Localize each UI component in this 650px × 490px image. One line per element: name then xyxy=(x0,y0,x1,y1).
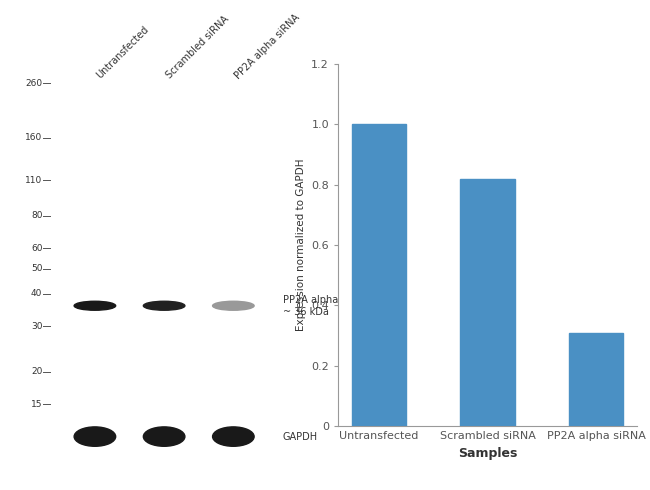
Text: 160: 160 xyxy=(25,133,42,143)
Y-axis label: Expression normalized to GAPDH: Expression normalized to GAPDH xyxy=(296,159,306,331)
Bar xyxy=(352,124,406,426)
Text: 50: 50 xyxy=(31,264,42,273)
Text: GAPDH: GAPDH xyxy=(283,432,318,441)
Text: 30: 30 xyxy=(31,322,42,331)
Ellipse shape xyxy=(74,301,116,310)
Ellipse shape xyxy=(144,301,185,310)
Ellipse shape xyxy=(213,427,254,446)
Text: 260: 260 xyxy=(25,79,42,88)
Text: Untransfected: Untransfected xyxy=(95,24,151,81)
Text: 80: 80 xyxy=(31,211,42,220)
Text: 40: 40 xyxy=(31,290,42,298)
Ellipse shape xyxy=(144,427,185,446)
Text: 110: 110 xyxy=(25,175,42,185)
Text: Scrambled siRNA: Scrambled siRNA xyxy=(164,14,231,81)
Ellipse shape xyxy=(213,301,254,310)
Text: PP2A alpha
~ 36 kDa: PP2A alpha ~ 36 kDa xyxy=(283,295,338,317)
Bar xyxy=(569,333,623,426)
Text: PP2A alpha siRNA: PP2A alpha siRNA xyxy=(233,12,302,81)
Text: 20: 20 xyxy=(31,368,42,376)
X-axis label: Samples: Samples xyxy=(458,447,517,460)
Text: 60: 60 xyxy=(31,244,42,253)
Text: 15: 15 xyxy=(31,400,42,409)
Bar xyxy=(460,178,515,426)
Ellipse shape xyxy=(74,427,116,446)
